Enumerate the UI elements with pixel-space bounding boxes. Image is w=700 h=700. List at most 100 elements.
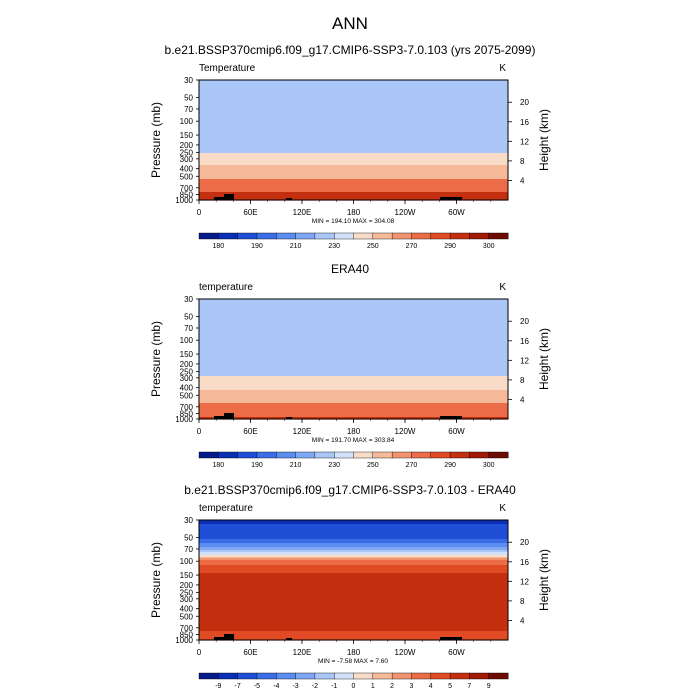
colorbar-swatch <box>276 232 297 240</box>
y-right-tick-label: 8 <box>520 597 525 606</box>
colorbar-swatch <box>237 451 258 459</box>
contour-band <box>199 82 508 84</box>
y-right-tick-label: 8 <box>520 376 525 385</box>
contour-band <box>199 179 508 181</box>
colorbar-swatch <box>353 451 374 459</box>
y-right-tick-label: 4 <box>520 395 525 404</box>
contour-band <box>199 417 508 419</box>
contour-band <box>199 609 508 611</box>
colorbar-swatch <box>372 672 393 680</box>
colorbar-label: 300 <box>483 243 495 250</box>
x-tick-label: 120W <box>395 208 416 217</box>
contour-band <box>199 538 508 540</box>
contour-band <box>199 557 508 559</box>
contour-band <box>199 386 508 388</box>
colorbar-swatch <box>372 232 393 240</box>
colorbar-swatch <box>295 451 316 459</box>
contour-band <box>199 388 508 390</box>
contour-band <box>199 119 508 121</box>
contour-band <box>199 579 508 581</box>
contour-band <box>199 194 508 196</box>
contour-band <box>199 555 508 557</box>
x-tick-label: 0 <box>197 208 202 217</box>
x-tick-label: 60E <box>243 427 257 436</box>
contour-band <box>199 382 508 384</box>
contour-band <box>199 634 508 636</box>
contour-band <box>199 404 508 406</box>
colorbar-swatch <box>276 672 297 680</box>
y-tick-label: 150 <box>180 131 194 140</box>
contour-band <box>199 621 508 623</box>
contour-band <box>199 315 508 317</box>
contour-band <box>199 125 508 127</box>
contour-band <box>199 319 508 321</box>
contour-band <box>199 80 508 82</box>
colorbar-swatch <box>333 232 354 240</box>
contour-band <box>199 380 508 382</box>
contour-band <box>199 408 508 410</box>
contour-band <box>199 371 508 373</box>
y-tick-label: 1000 <box>175 196 193 205</box>
contour-band <box>199 344 508 346</box>
contour-band <box>199 151 508 153</box>
contour-band <box>199 601 508 603</box>
contour-band <box>199 128 508 130</box>
contour-band <box>199 575 508 577</box>
colorbar-label: 180 <box>212 462 224 469</box>
contour-band <box>199 359 508 361</box>
contour-band <box>199 565 508 567</box>
contour-band <box>199 372 508 374</box>
contour-band <box>199 562 508 564</box>
contour-band <box>199 137 508 139</box>
y-tick-label: 400 <box>180 165 194 174</box>
contour-band <box>199 556 508 558</box>
colorbar: 180 190 210 230 250 270 290 300 <box>198 451 509 469</box>
colorbar: -9 -7 -5 -4 -3 -2 -1 0 1 2 3 4 5 7 9 <box>198 672 509 690</box>
colorbar-label: 270 <box>406 462 418 469</box>
y-axis-right: 20 16 12 8 4 <box>508 98 529 185</box>
contour-band <box>199 182 508 184</box>
contour-band <box>199 189 508 191</box>
contour-band <box>199 86 508 88</box>
x-tick-label: 120W <box>395 427 416 436</box>
contour-band <box>199 403 508 405</box>
colorbar-swatch <box>449 672 470 680</box>
contour-band <box>199 595 508 597</box>
colorbar-swatch <box>198 672 219 680</box>
colorbar-label: 5 <box>448 683 452 690</box>
contour-band <box>199 165 508 167</box>
contour-band <box>199 339 508 341</box>
contour-band <box>199 596 508 598</box>
contour-band <box>199 347 508 349</box>
contour-band <box>199 101 508 103</box>
contour-band <box>199 303 508 305</box>
contour-band <box>199 613 508 615</box>
colorbar-label: -1 <box>331 683 337 690</box>
x-axis: 0 60E 120E 180 120W 60W <box>197 640 492 657</box>
contour-band <box>199 352 508 354</box>
colorbar-swatch <box>237 232 258 240</box>
contour-band <box>199 412 508 414</box>
x-tick-label: 60W <box>448 208 465 217</box>
colorbar-swatch <box>411 672 432 680</box>
contour-band <box>199 410 508 412</box>
contour-band <box>199 318 508 320</box>
contour-band <box>199 328 508 330</box>
topography-block <box>286 198 292 200</box>
colorbar-swatch <box>469 451 490 459</box>
contour-band <box>199 563 508 565</box>
contour-band <box>199 127 508 129</box>
y-tick-label: 50 <box>184 93 193 102</box>
contour-band <box>199 360 508 362</box>
x-tick-label: 60W <box>448 648 465 657</box>
contour-band <box>199 399 508 401</box>
colorbar: 180 190 210 230 250 270 290 300 <box>198 232 509 250</box>
colorbar-swatch <box>314 232 335 240</box>
contour-band <box>199 631 508 633</box>
contour-band <box>199 331 508 333</box>
contour-band <box>199 573 508 575</box>
contour-band <box>199 522 508 524</box>
contour-band <box>199 591 508 593</box>
contour-band <box>199 148 508 150</box>
contour-band <box>199 198 508 200</box>
